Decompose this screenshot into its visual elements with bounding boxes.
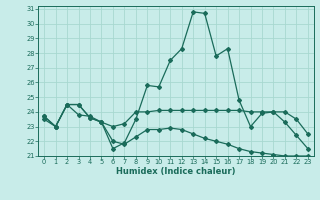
X-axis label: Humidex (Indice chaleur): Humidex (Indice chaleur) bbox=[116, 167, 236, 176]
